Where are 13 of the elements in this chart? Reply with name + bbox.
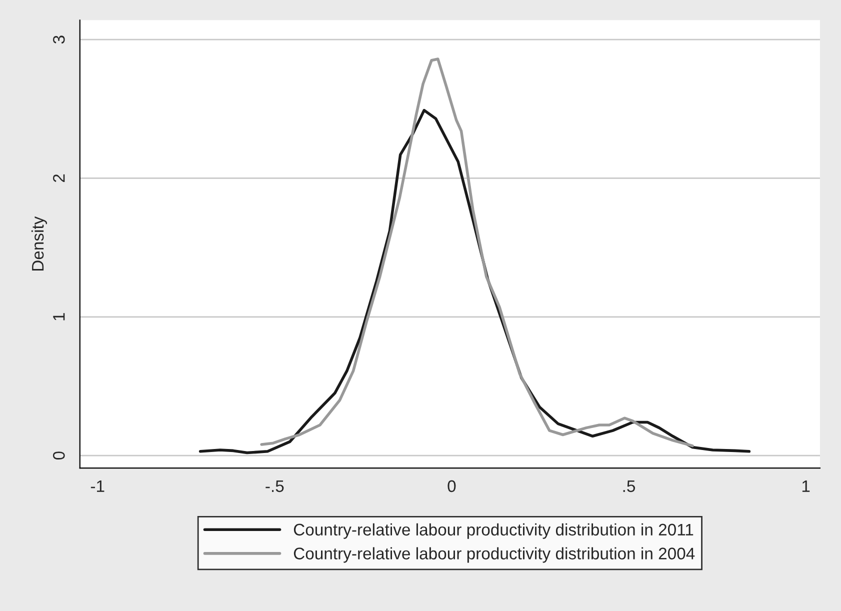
y-tick-label: 3 <box>52 36 65 44</box>
legend-label: Country-relative labour productivity distribution in 2011 <box>294 523 694 539</box>
x-tick-label: 0 <box>448 480 456 492</box>
y-tick-label: 0 <box>52 452 65 460</box>
x-tick-label: 1 <box>802 480 810 492</box>
legend-label: Country-relative labour productivity distribution in 2004 <box>294 547 695 563</box>
x-tick-label: .5 <box>623 480 636 492</box>
y-tick-label: 2 <box>52 174 65 182</box>
line-series <box>260 58 694 448</box>
y-axis-title: Density <box>31 216 47 271</box>
y-tick-label: 1 <box>53 313 65 320</box>
x-tick-label: -.5 <box>266 480 284 492</box>
x-tick-label: -1 <box>90 480 104 492</box>
